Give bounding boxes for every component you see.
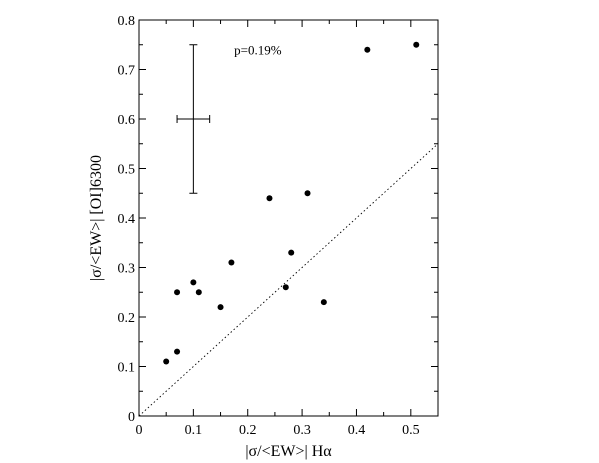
data-point — [217, 304, 224, 311]
y-tick-label: 0.4 — [118, 212, 136, 227]
data-point — [288, 249, 295, 256]
data-point — [195, 289, 202, 296]
points-layer — [163, 41, 420, 365]
y-tick-label: 0 — [128, 410, 135, 425]
y-tick-label: 0.2 — [118, 311, 136, 326]
data-point — [282, 284, 289, 291]
data-point — [163, 358, 170, 365]
x-axis-label: |σ/<EW>| Hα — [245, 443, 332, 460]
x-tick-label: 0.4 — [348, 423, 366, 438]
plot-frame — [138, 19, 439, 417]
y-axis-label: |σ/<EW>| [OI]6300 — [88, 155, 105, 281]
y-tick-label: 0.8 — [118, 14, 136, 29]
reference-line-layer — [138, 143, 439, 417]
reference-line — [138, 143, 439, 417]
x-tick-label: 0.5 — [402, 423, 420, 438]
data-point — [364, 46, 371, 53]
data-point — [304, 190, 311, 197]
ticks-layer: 0 0.1 0.2 0.3 0.4 0.5 0 0.1 0.2 0.3 0.4 0.5 0.6 0.7 0.… — [118, 14, 439, 438]
data-point — [413, 41, 420, 48]
data-point — [174, 348, 181, 355]
annotation-label: p=0.19% — [234, 43, 282, 58]
y-tick-label: 0.7 — [118, 64, 136, 79]
data-point — [320, 299, 327, 306]
data-point — [190, 279, 197, 286]
y-tick-label: 0.6 — [118, 113, 136, 128]
data-point — [174, 289, 181, 296]
y-tick-label: 0.5 — [118, 163, 136, 178]
data-point — [266, 195, 273, 202]
data-point — [228, 259, 235, 266]
x-tick-label: 0.2 — [239, 423, 257, 438]
x-tick-label: 0 — [136, 423, 143, 438]
x-tick-label: 0.1 — [185, 423, 203, 438]
x-tick-label: 0.3 — [293, 423, 311, 438]
error-bar-layer — [176, 44, 211, 194]
y-tick-label: 0.3 — [118, 262, 136, 277]
y-tick-label: 0.1 — [118, 361, 136, 376]
